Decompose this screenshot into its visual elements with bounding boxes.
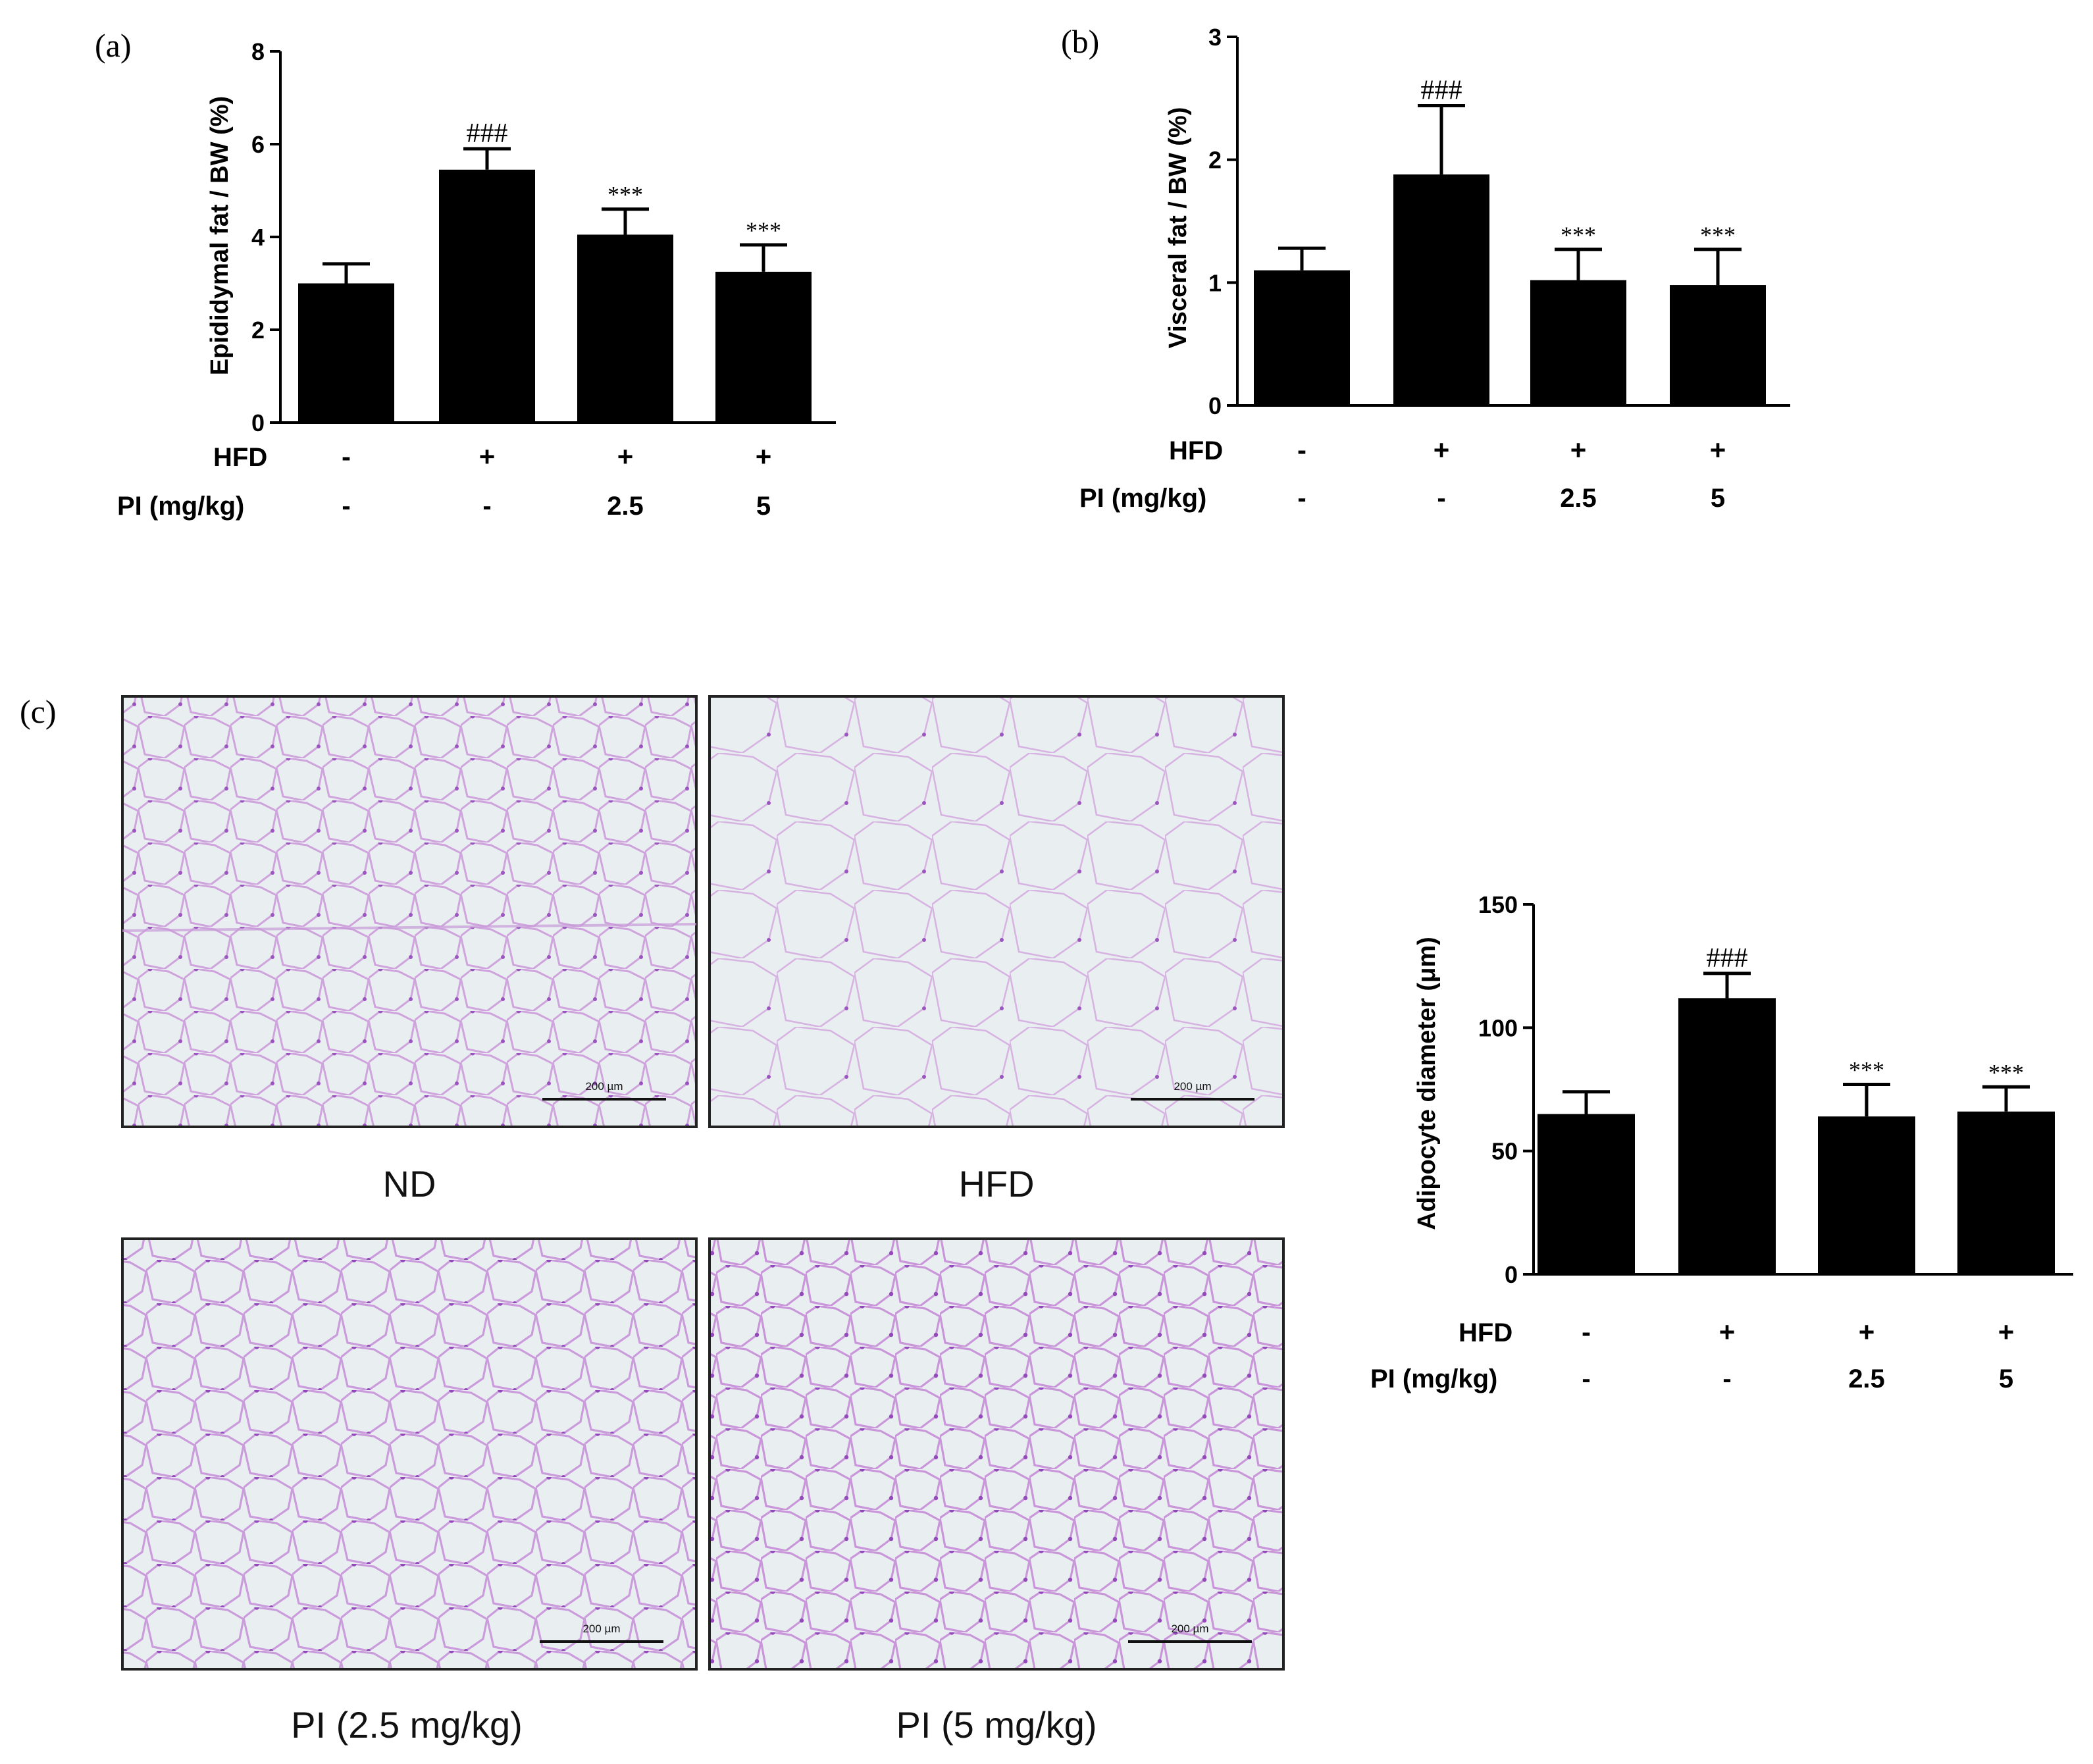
pi-value: - — [1582, 1364, 1590, 1393]
chart-epididymal-fat: Epididymal fat / BW (%) HFD PI (mg/kg) 0… — [117, 38, 836, 521]
significance-stars: *** — [1561, 222, 1596, 248]
y-axis-label: Visceral fat / BW (%) — [1164, 107, 1192, 349]
pi-value: - — [1722, 1364, 1731, 1393]
pi-row-label: PI (mg/kg) — [1079, 484, 1206, 513]
micrograph-pi-5: 200 µm — [708, 1237, 1285, 1671]
pi-value: 2.5 — [1560, 484, 1597, 513]
y-tick-label: 50 — [1491, 1138, 1518, 1165]
significance-stars: *** — [1849, 1057, 1884, 1083]
pi-value: 5 — [756, 492, 771, 521]
micrograph-hfd: 200 µm — [708, 695, 1285, 1128]
bar — [298, 283, 394, 423]
significance-stars: *** — [746, 217, 781, 244]
caption-pi-2-5: PI (2.5 mg/kg) — [291, 1704, 523, 1746]
y-tick-label: 150 — [1478, 891, 1518, 918]
caption-pi-5: PI (5 mg/kg) — [896, 1704, 1097, 1746]
caption-nd: ND — [383, 1163, 436, 1205]
significance-stars: *** — [1700, 222, 1736, 248]
significance-hash: ### — [467, 118, 508, 149]
y-tick-label: 4 — [251, 224, 265, 251]
hfd-value: - — [1297, 434, 1306, 465]
y-tick-label: 8 — [251, 38, 265, 65]
pi-value: 5 — [1711, 484, 1725, 513]
chart-visceral-fat: Visceral fat / BW (%) HFD PI (mg/kg) 0 1 2… — [1079, 24, 1790, 513]
hfd-value: - — [342, 441, 351, 472]
bar — [1537, 1114, 1635, 1274]
pi-value: 5 — [1999, 1364, 2013, 1393]
y-tick-label: 6 — [251, 131, 265, 158]
bar — [1678, 998, 1776, 1274]
bar — [577, 234, 673, 423]
micrograph-nd: 200 µm — [121, 695, 698, 1128]
significance-hash: ### — [1707, 943, 1748, 973]
panel-letter-a: (a) — [95, 27, 132, 64]
hfd-value: + — [1570, 434, 1587, 465]
significance-hash: ### — [1421, 76, 1462, 106]
y-axis-label: Adipocyte diameter (μm) — [1413, 937, 1441, 1230]
hfd-value: + — [1710, 434, 1726, 465]
scale-bar-label: 200 µm — [1171, 1622, 1208, 1635]
chart-adipocyte-diameter: Adipocyte diameter (μm) HFD PI (mg/kg) 0… — [1370, 891, 2073, 1393]
pi-value: 2.5 — [1848, 1364, 1885, 1393]
bar — [439, 169, 535, 423]
panel-letter-b: (b) — [1061, 23, 1099, 60]
panel-letter-c: (c) — [20, 693, 57, 730]
pi-value: - — [342, 492, 350, 521]
bar — [1818, 1116, 1915, 1274]
bar — [1530, 280, 1626, 405]
pi-row-label: PI (mg/kg) — [1370, 1364, 1497, 1393]
bar — [715, 271, 812, 423]
caption-hfd: HFD — [958, 1163, 1034, 1205]
hfd-value: + — [756, 441, 772, 472]
y-tick-label: 2 — [251, 317, 265, 344]
significance-stars: *** — [607, 182, 643, 208]
bar — [1393, 174, 1489, 405]
hfd-value: + — [1859, 1316, 1875, 1347]
scale-bar-label: 200 µm — [1174, 1080, 1211, 1093]
y-tick-label: 0 — [251, 409, 265, 436]
y-axis-label: Epididymal fat / BW (%) — [206, 96, 234, 375]
hfd-value: + — [1719, 1316, 1736, 1347]
hfd-row-label: HFD — [1459, 1318, 1512, 1347]
hfd-value: + — [1434, 434, 1450, 465]
pi-value: - — [482, 492, 491, 521]
hfd-value: - — [1582, 1316, 1591, 1347]
y-tick-label: 2 — [1208, 147, 1222, 174]
y-tick-label: 0 — [1208, 392, 1222, 419]
micrograph-pi-2-5: 200 µm — [121, 1237, 698, 1671]
pi-row-label: PI (mg/kg) — [117, 492, 244, 521]
scale-bar-label: 200 µm — [585, 1080, 623, 1093]
y-tick-label: 100 — [1478, 1014, 1518, 1041]
bar — [1670, 285, 1766, 405]
hfd-value: + — [617, 441, 634, 472]
pi-value: - — [1437, 484, 1445, 513]
significance-stars: *** — [1988, 1059, 2024, 1085]
y-tick-label: 3 — [1208, 24, 1222, 51]
y-tick-label: 1 — [1208, 269, 1222, 296]
pi-value: 2.5 — [607, 492, 644, 521]
hfd-row-label: HFD — [1169, 436, 1223, 465]
hfd-value: + — [1998, 1316, 2015, 1347]
scale-bar-label: 200 µm — [582, 1622, 620, 1635]
pi-value: - — [1297, 484, 1306, 513]
bar — [1254, 270, 1350, 405]
y-tick-label: 0 — [1505, 1261, 1518, 1288]
hfd-value: + — [479, 441, 496, 472]
hfd-row-label: HFD — [213, 443, 267, 472]
bar — [1957, 1111, 2055, 1274]
